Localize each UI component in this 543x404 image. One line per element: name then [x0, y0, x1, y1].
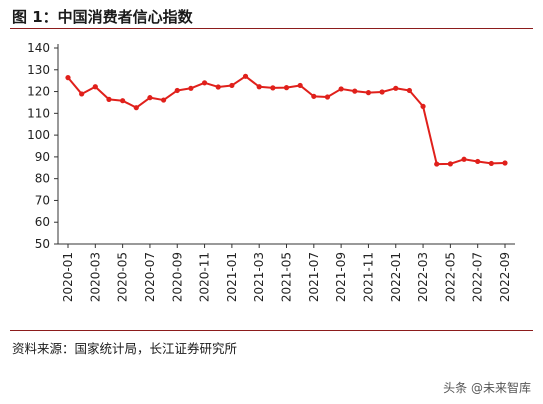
data-point: [92, 84, 98, 90]
data-point: [270, 85, 276, 91]
data-point: [420, 103, 426, 109]
x-tick-label: 2020-05: [116, 252, 130, 302]
data-point: [120, 98, 126, 104]
data-point: [379, 89, 385, 95]
data-point: [215, 84, 221, 90]
x-tick-label: 2022-07: [471, 252, 485, 302]
y-axis-ticks: 50 60 70 80 90 100 110 120 130 140: [27, 41, 58, 251]
data-point: [174, 87, 180, 94]
y-tick-label: 130: [27, 63, 50, 77]
data-point: [352, 88, 358, 94]
y-tick-label: 80: [35, 172, 50, 186]
data-point: [297, 82, 303, 89]
y-tick-label: 60: [35, 215, 50, 229]
data-point: [393, 85, 399, 91]
x-axis-ticks: 2020-01 2020-03 2020-05 2020-07 2020-09 2020-…: [61, 244, 512, 302]
source-divider: [10, 330, 533, 331]
data-point: [256, 84, 262, 90]
x-tick-label: 2020-11: [198, 252, 212, 302]
data-point: [147, 95, 153, 101]
data-point: [201, 80, 208, 86]
x-tick-label: 2022-03: [416, 252, 430, 302]
data-point: [406, 87, 413, 94]
watermark: 头条 @未来智库: [443, 381, 531, 395]
chart-title: 图 1：中国消费者信心指数: [12, 8, 193, 26]
data-point: [502, 160, 508, 166]
chart-axes: [57, 44, 515, 245]
x-tick-label: 2022-09: [498, 252, 512, 302]
x-tick-label: 2020-01: [61, 252, 75, 302]
data-point: [365, 90, 372, 96]
data-point: [461, 156, 467, 162]
x-tick-label: 2020-09: [170, 252, 184, 302]
x-tick-label: 2021-01: [225, 252, 239, 302]
data-point: [434, 161, 440, 167]
data-point: [79, 91, 85, 97]
x-tick-label: 2021-11: [361, 252, 375, 302]
x-tick-label: 2021-07: [307, 252, 321, 302]
data-point: [311, 93, 317, 99]
data-point: [475, 158, 481, 165]
data-point: [447, 161, 453, 167]
title-divider: [10, 28, 533, 29]
data-point: [283, 85, 290, 91]
plot-area: [65, 73, 508, 167]
source-note: 资料来源：国家统计局，长江证券研究所: [12, 341, 238, 356]
y-tick-label: 110: [27, 106, 50, 120]
data-point: [106, 96, 112, 102]
x-tick-label: 2021-05: [280, 252, 294, 302]
x-tick-label: 2022-01: [389, 252, 403, 302]
data-point: [229, 82, 235, 89]
y-tick-label: 140: [27, 41, 50, 55]
data-point: [188, 85, 194, 91]
x-tick-label: 2022-05: [443, 252, 457, 302]
data-point: [242, 73, 249, 79]
x-tick-label: 2021-09: [334, 252, 348, 302]
data-point: [338, 86, 344, 92]
data-point: [160, 97, 167, 103]
y-tick-label: 50: [35, 237, 50, 251]
data-point: [65, 75, 71, 81]
data-point: [133, 105, 139, 111]
y-tick-label: 70: [35, 193, 50, 207]
y-tick-label: 100: [27, 128, 50, 142]
x-tick-label: 2020-07: [143, 252, 157, 302]
x-tick-label: 2021-03: [252, 252, 266, 302]
data-point: [488, 160, 494, 167]
y-tick-label: 120: [27, 85, 50, 99]
data-point: [324, 94, 331, 100]
y-tick-label: 90: [35, 150, 50, 164]
x-tick-label: 2020-03: [88, 252, 102, 302]
